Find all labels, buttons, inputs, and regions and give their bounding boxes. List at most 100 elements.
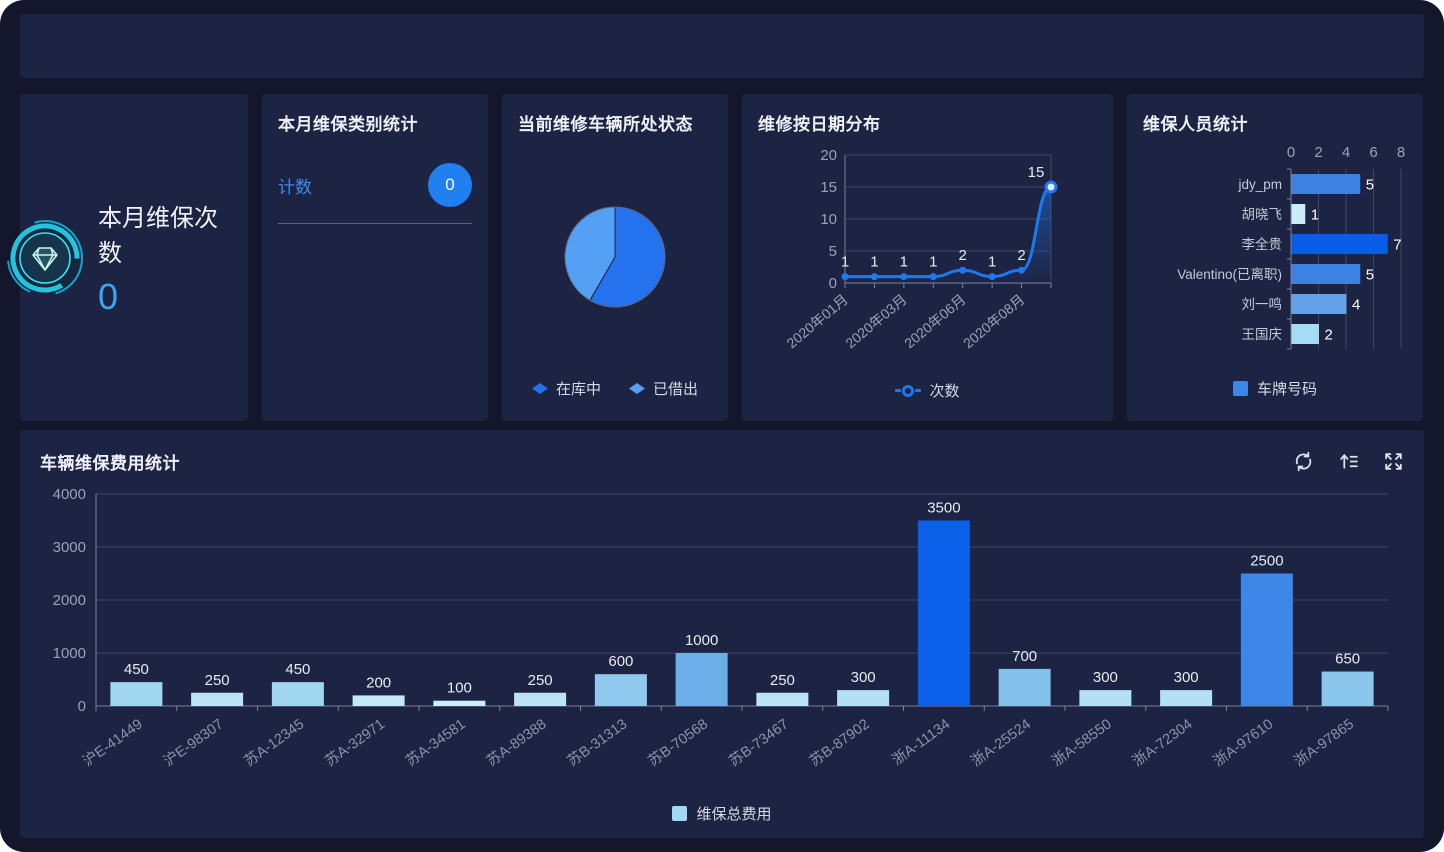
legend-item-lent-out[interactable]: 已借出 — [629, 378, 698, 399]
svg-text:5: 5 — [829, 243, 837, 260]
legend-label: 车牌号码 — [1256, 381, 1317, 398]
metric-title: 本月维保次数 — [98, 204, 218, 267]
svg-text:15: 15 — [1028, 164, 1045, 181]
vehicle-status-pie-chart — [564, 205, 666, 307]
svg-text:100: 100 — [447, 680, 472, 697]
svg-text:450: 450 — [124, 661, 149, 678]
svg-text:苏A-89388: 苏A-89388 — [483, 715, 549, 770]
legend-square-icon — [672, 806, 688, 821]
legend-diamond-icon — [629, 383, 645, 394]
svg-text:王国庆: 王国庆 — [1242, 327, 1283, 342]
panel-title: 车辆维保费用统计 — [40, 453, 180, 473]
topbar — [20, 14, 1424, 78]
panel-header: 车辆维保费用统计 — [40, 444, 1404, 478]
svg-text:沪E-98307: 沪E-98307 — [160, 715, 226, 770]
svg-text:1000: 1000 — [685, 632, 718, 649]
legend-item-plate-number[interactable]: 车牌号码 — [1232, 378, 1317, 399]
staff-stats-bar-chart: 0 2 4 6 8 jdy_pm 5 胡晓飞 1 李全贵 7 Valentino(已离职) 5 刘一鸣 4 王… — [1177, 144, 1405, 350]
legend-item-count[interactable]: 次数 — [895, 380, 960, 401]
metric-value: 0 — [98, 275, 119, 317]
staff-legend: 车牌号码 — [1143, 378, 1407, 399]
svg-text:2020年08月: 2020年08月 — [960, 291, 1028, 351]
svg-text:2: 2 — [1314, 144, 1322, 161]
card-title: 维保人员统计 — [1143, 115, 1248, 134]
svg-text:2: 2 — [1325, 327, 1333, 344]
svg-text:250: 250 — [528, 672, 553, 689]
svg-text:650: 650 — [1335, 651, 1360, 668]
svg-text:浙A-58550: 浙A-58550 — [1049, 715, 1115, 770]
card-staff-stats: 维保人员统计 0 2 4 6 8 jdy_pm 5 胡晓飞 1 李全贵 7 Valentino(已离职… — [1127, 94, 1423, 421]
svg-text:5: 5 — [1366, 267, 1374, 284]
svg-text:1: 1 — [929, 254, 937, 271]
count-label: 计数 — [278, 177, 312, 197]
svg-text:苏B-87902: 苏B-87902 — [806, 715, 872, 770]
svg-text:1: 1 — [900, 254, 908, 271]
svg-text:2020年01月: 2020年01月 — [783, 291, 851, 351]
svg-text:浙A-25524: 浙A-25524 — [968, 715, 1034, 770]
svg-text:苏B-31313: 苏B-31313 — [564, 715, 630, 770]
svg-text:0: 0 — [829, 275, 837, 292]
sort-top-icon[interactable] — [1338, 451, 1359, 472]
svg-text:胡晓飞: 胡晓飞 — [1242, 207, 1283, 222]
legend-label: 在库中 — [555, 381, 601, 398]
svg-text:4: 4 — [1352, 297, 1360, 314]
card-repair-by-date: 维修按日期分布 0 5 10 15 20 1 1 1 1 2 1 2 15 2020年01月 2020年03… — [742, 94, 1113, 421]
svg-text:1: 1 — [988, 254, 996, 271]
svg-text:10: 10 — [820, 211, 837, 228]
legend-square-icon — [1232, 381, 1248, 396]
legend-dash — [915, 389, 922, 392]
svg-text:2020年06月: 2020年06月 — [901, 291, 969, 351]
svg-text:浙A-97865: 浙A-97865 — [1291, 715, 1357, 770]
svg-text:0: 0 — [78, 698, 86, 715]
svg-text:450: 450 — [285, 661, 310, 678]
svg-text:2020年03月: 2020年03月 — [842, 291, 910, 351]
cost-legend: 维保总费用 — [40, 803, 1404, 824]
card-title: 维修按日期分布 — [758, 115, 881, 134]
legend-label: 维保总费用 — [696, 806, 772, 823]
svg-text:苏A-12345: 苏A-12345 — [241, 715, 307, 770]
divider — [278, 223, 472, 224]
panel-toolbar — [1293, 451, 1404, 472]
panel-vehicle-cost: 车辆维保费用统计 — [20, 430, 1424, 838]
svg-text:2: 2 — [1017, 247, 1025, 264]
line-legend: 次数 — [758, 380, 1097, 401]
svg-text:jdy_pm: jdy_pm — [1237, 177, 1282, 192]
svg-text:2500: 2500 — [1250, 553, 1283, 570]
card-category-stats: 本月维保类别统计 计数 0 — [262, 94, 488, 421]
metric-body: 本月维保次数 0 — [36, 110, 232, 405]
legend-label: 次数 — [929, 383, 960, 400]
svg-text:0: 0 — [1287, 144, 1295, 161]
svg-text:200: 200 — [366, 674, 391, 691]
fullscreen-expand-icon[interactable] — [1383, 451, 1404, 472]
legend-item-in-stock[interactable]: 在库中 — [531, 378, 601, 399]
legend-label: 已借出 — [653, 381, 699, 398]
svg-text:3500: 3500 — [927, 500, 960, 517]
pie-chart-area — [518, 135, 712, 378]
svg-text:15: 15 — [820, 179, 837, 196]
card-vehicle-status: 当前维修车辆所处状态 在库中 已借出 — [502, 94, 728, 421]
vehicle-cost-bar-chart: 0 1000 2000 3000 4000 450 沪E-41449 250 沪E-98307 4… — [53, 486, 1389, 770]
refresh-icon[interactable] — [1293, 451, 1314, 472]
pie-legend: 在库中 已借出 — [518, 378, 712, 399]
line-chart-area: 0 5 10 15 20 1 1 1 1 2 1 2 15 2020年01月 2020年03月 2020年06… — [758, 135, 1097, 380]
legend-item-total-cost[interactable]: 维保总费用 — [672, 803, 772, 824]
svg-text:2000: 2000 — [53, 592, 86, 609]
legend-ring — [902, 384, 915, 397]
count-row: 计数 0 — [278, 163, 472, 207]
svg-text:700: 700 — [1012, 648, 1037, 665]
svg-text:5: 5 — [1366, 177, 1374, 194]
svg-text:300: 300 — [851, 669, 876, 686]
svg-text:4: 4 — [1342, 144, 1350, 161]
count-badge: 0 — [428, 163, 472, 207]
svg-text:苏B-70568: 苏B-70568 — [645, 715, 711, 770]
svg-text:1: 1 — [1311, 207, 1319, 224]
svg-text:浙A-72304: 浙A-72304 — [1129, 715, 1195, 770]
legend-line-icon — [895, 384, 922, 397]
svg-text:浙A-97610: 浙A-97610 — [1210, 715, 1276, 770]
svg-text:1000: 1000 — [53, 645, 86, 662]
svg-text:250: 250 — [205, 672, 230, 689]
svg-text:沪E-41449: 沪E-41449 — [80, 715, 146, 770]
svg-text:Valentino(已离职): Valentino(已离职) — [1177, 266, 1282, 282]
svg-text:6: 6 — [1369, 144, 1377, 161]
